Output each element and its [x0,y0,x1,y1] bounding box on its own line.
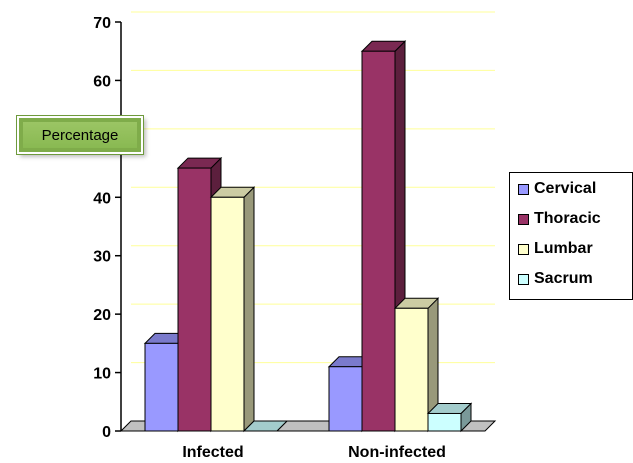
legend-swatch [518,243,529,255]
legend-item-sacrum: Sacrum [518,270,593,288]
y-tick-label: 60 [93,73,111,90]
category-labels: Infected Non-infected [182,444,446,461]
legend-swatch [518,213,529,225]
bar-lumbar-non-infected [393,297,440,433]
legend-item-lumbar: Lumbar [518,240,593,258]
legend-swatch [518,183,529,195]
bar-sacrum-non-infected [426,402,473,433]
legend: Cervical Thoracic Lumbar Sacrum [509,172,633,300]
y-axis-label: Percentage [41,126,119,144]
legend-label: Lumbar [534,240,593,257]
y-tick-label: 0 [102,424,111,441]
y-tick-label: 70 [93,15,111,32]
bars [143,40,473,433]
legend-item-thoracic: Thoracic [518,210,601,228]
axes [115,21,122,432]
category-label: Non-infected [348,444,446,461]
bar-thoracic-non-infected [360,40,407,433]
y-tick-label: 40 [93,190,111,207]
legend-label: Cervical [534,180,597,197]
legend-item-cervical: Cervical [518,180,596,198]
bar-lumbar-infected [209,186,256,433]
y-tick-label: 30 [93,249,111,266]
y-axis-label-inner: Percentage [23,122,137,148]
legend-swatch [518,273,529,285]
y-tick-labels: 010203040506070 [93,15,111,441]
legend-label: Sacrum [534,270,593,287]
bar-sacrum-infected [242,420,289,432]
legend-label: Thoracic [534,210,601,227]
y-axis-label-box: Percentage [17,116,143,154]
category-label: Infected [182,444,243,461]
y-tick-label: 10 [93,366,111,383]
y-tick-label: 20 [93,307,111,324]
